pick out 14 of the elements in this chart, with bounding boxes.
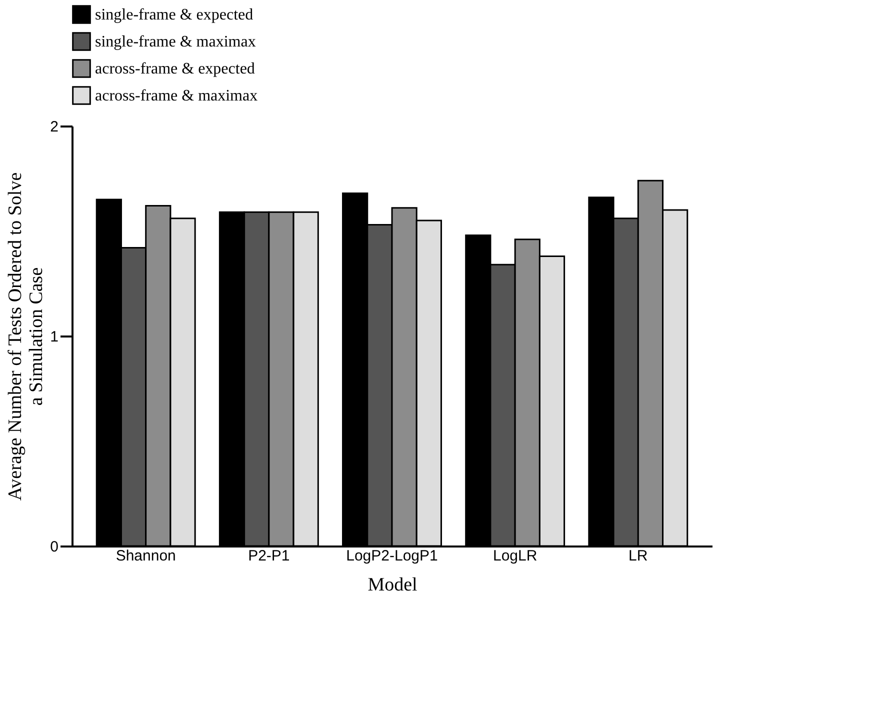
x-axis-title: Model: [368, 574, 418, 596]
legend-label: single-frame & maximax: [95, 34, 256, 50]
y-tick-label: 0: [50, 538, 58, 556]
legend-label: across-frame & maximax: [95, 88, 258, 104]
legend-label: single-frame & expected: [95, 6, 254, 24]
x-tick-label: Shannon: [116, 548, 176, 564]
y-tick-label: 1: [50, 328, 58, 346]
legend-label: across-frame & expected: [95, 60, 255, 78]
x-tick-label: P2-P1: [248, 548, 290, 564]
y-tick-label: 2: [50, 118, 58, 136]
x-tick-label: LR: [628, 548, 648, 564]
x-tick-label: LogLR: [492, 548, 538, 564]
x-tick-label: LogP2-LogP1: [346, 548, 438, 564]
y-axis-title: Average Number of Tests Ordered to Solve a Simulation Case: [5, 172, 48, 501]
